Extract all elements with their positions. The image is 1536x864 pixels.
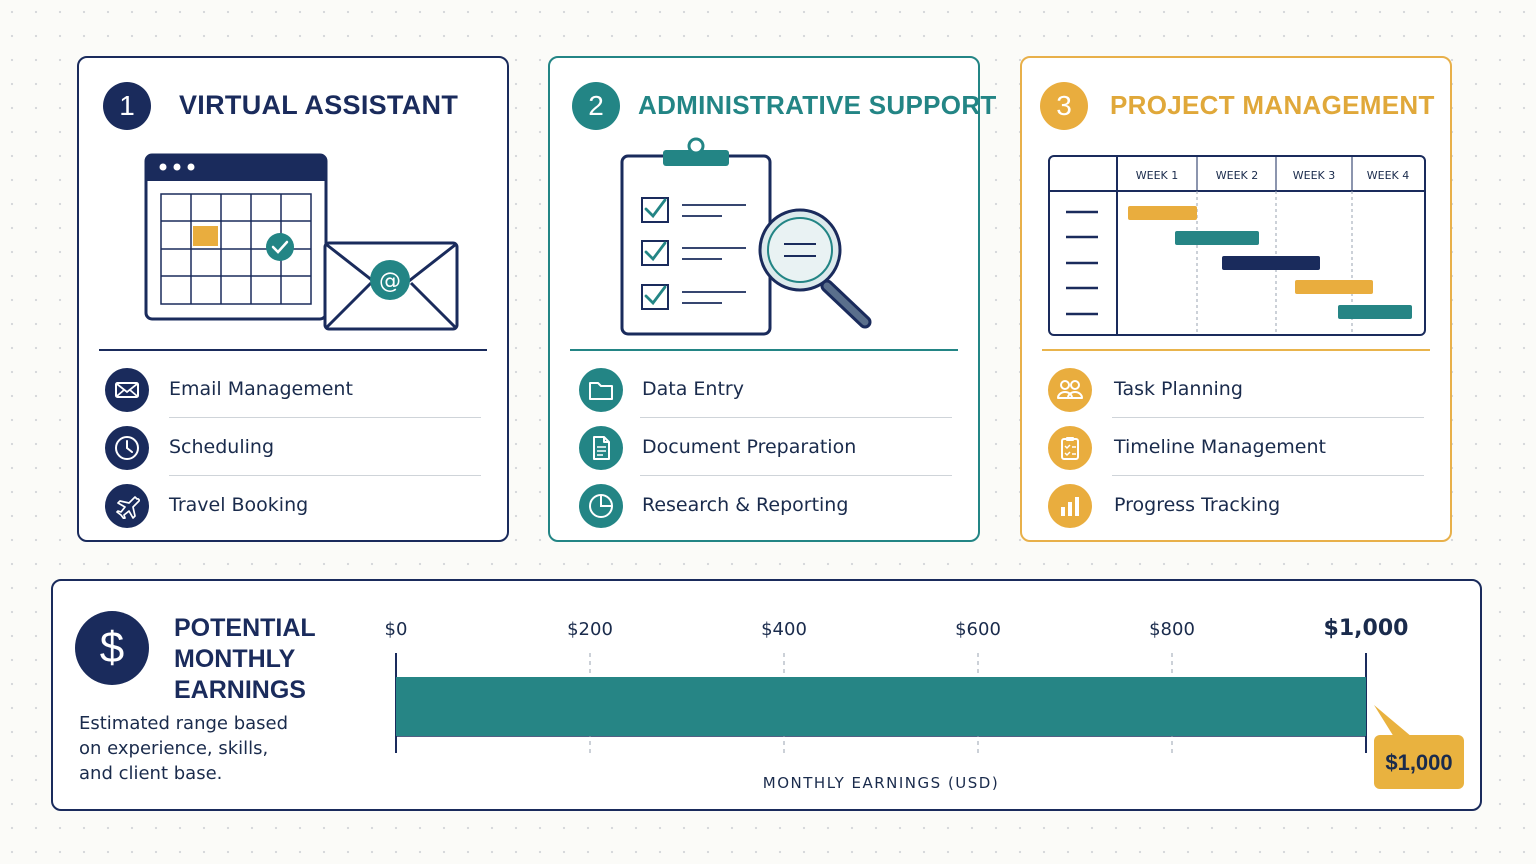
card-divider [1042, 349, 1430, 351]
earnings-bar-chart: $0 $200 $400 $600 $800 $1,000 MONTHLY EARNING… [385, 616, 1464, 792]
feature-label: Task Planning [1114, 378, 1243, 400]
tick-label: $0 [385, 619, 408, 640]
feature-label: Email Management [169, 378, 353, 400]
dollar-icon: $ [75, 611, 149, 685]
earnings-panel: $ POTENTIAL MONTHLY EARNINGS Estimated r… [51, 579, 1482, 811]
earnings-title: POTENTIAL MONTHLY EARNINGS [174, 614, 316, 704]
row-divider [640, 475, 952, 476]
email-envelope-icon: @ [323, 241, 459, 331]
callout-value: $1,000 [1385, 750, 1452, 775]
card-virtual-assistant: 1 VIRTUAL ASSISTANT @ [77, 56, 509, 542]
earnings-description: Estimated range based on experience, ski… [79, 713, 289, 784]
svg-text:@: @ [379, 269, 401, 294]
step-number-badge: 1 [103, 82, 151, 130]
card-title: VIRTUAL ASSISTANT [179, 90, 459, 120]
card-divider [99, 349, 487, 351]
card-administrative-support: 2 ADMINISTRATIVE SUPPORT [548, 56, 996, 542]
feature-progress-tracking: Progress Tracking [1048, 476, 1424, 534]
envelope-icon [105, 368, 149, 412]
clock-icon [105, 426, 149, 470]
feature-document-preparation: Document Preparation [576, 418, 952, 476]
clipboard-icon [620, 137, 772, 336]
feature-label: Document Preparation [642, 436, 857, 458]
tick-label: $1,000 [1324, 616, 1409, 641]
gantt-week-label: WEEK 3 [1293, 169, 1336, 182]
card-title: ADMINISTRATIVE SUPPORT [638, 90, 997, 120]
folder-icon [579, 368, 623, 412]
row-divider [1112, 417, 1424, 418]
step-number-badge: 2 [572, 82, 620, 130]
feature-label: Travel Booking [169, 494, 309, 516]
card-divider [570, 349, 958, 351]
feature-label: Scheduling [169, 436, 275, 458]
earnings-bar [396, 677, 1366, 736]
step-number-badge: 3 [1040, 82, 1088, 130]
row-divider [640, 417, 952, 418]
bar-chart-icon [1048, 484, 1092, 528]
feature-label: Data Entry [642, 378, 744, 400]
feature-data-entry: Data Entry [576, 360, 952, 418]
card-project-management: 3 PROJECT MANAGEMENT WEEK 1 WEEK 2 WEEK … [1020, 56, 1452, 542]
pie-chart-icon [579, 484, 623, 528]
feature-travel-booking: Travel Booking [105, 476, 481, 534]
calendar-email-illustration: @ [144, 153, 459, 331]
feature-timeline-management: Timeline Management [1048, 418, 1424, 476]
tick-label: $600 [955, 619, 1001, 640]
gantt-week-label: WEEK 4 [1367, 169, 1410, 182]
feature-label: Timeline Management [1114, 436, 1326, 458]
feature-label: Progress Tracking [1114, 494, 1281, 516]
callout-badge: $1,000 [1374, 705, 1464, 789]
document-icon [579, 426, 623, 470]
feature-email-management: Email Management [105, 360, 481, 418]
tick-label: $800 [1149, 619, 1195, 640]
checklist-icon [1048, 426, 1092, 470]
gantt-chart-illustration: WEEK 1 WEEK 2 WEEK 3 WEEK 4 [1048, 155, 1426, 336]
tick-label: $200 [567, 619, 613, 640]
gantt-week-label: WEEK 1 [1136, 169, 1179, 182]
calendar-icon [144, 153, 328, 321]
feature-research-reporting: Research & Reporting [576, 476, 952, 534]
feature-label: Research & Reporting [642, 494, 849, 516]
airplane-icon [105, 484, 149, 528]
row-divider [169, 417, 481, 418]
x-axis-label: MONTHLY EARNINGS (USD) [763, 774, 999, 792]
gantt-week-label: WEEK 2 [1216, 169, 1259, 182]
magnifier-icon [758, 208, 872, 329]
tick-label: $400 [761, 619, 807, 640]
clipboard-magnifier-illustration [620, 137, 872, 336]
team-icon [1048, 368, 1092, 412]
row-divider [1112, 475, 1424, 476]
feature-task-planning: Task Planning [1048, 360, 1424, 418]
feature-scheduling: Scheduling [105, 418, 481, 476]
card-title: PROJECT MANAGEMENT [1110, 90, 1435, 120]
row-divider [169, 475, 481, 476]
